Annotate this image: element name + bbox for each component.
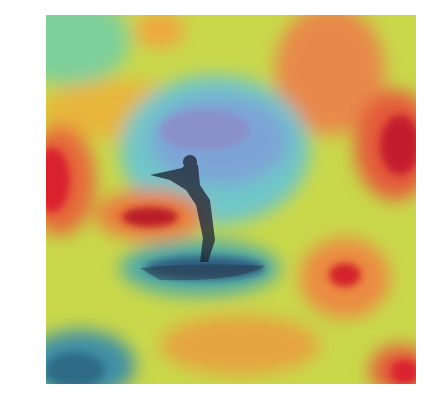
heat-regions <box>46 15 416 384</box>
surfer-silhouette <box>140 155 265 281</box>
heatmap-overlay <box>46 15 416 384</box>
heat-peaks <box>46 110 416 384</box>
